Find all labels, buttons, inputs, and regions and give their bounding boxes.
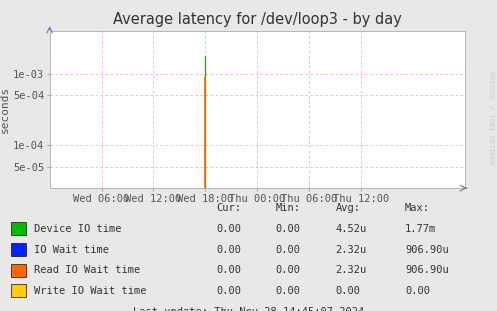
Text: Last update: Thu Nov 28 14:45:07 2024: Last update: Thu Nov 28 14:45:07 2024 xyxy=(133,307,364,311)
Text: 906.90u: 906.90u xyxy=(405,244,449,254)
Text: Min:: Min: xyxy=(276,203,301,213)
Text: 2.32u: 2.32u xyxy=(335,244,367,254)
Y-axis label: seconds: seconds xyxy=(0,86,10,133)
Text: Device IO time: Device IO time xyxy=(34,224,121,234)
Text: 0.00: 0.00 xyxy=(276,265,301,275)
Text: 0.00: 0.00 xyxy=(216,286,241,296)
Text: IO Wait time: IO Wait time xyxy=(34,244,109,254)
Text: 2.32u: 2.32u xyxy=(335,265,367,275)
Text: Read IO Wait time: Read IO Wait time xyxy=(34,265,140,275)
Text: 0.00: 0.00 xyxy=(276,244,301,254)
Title: Average latency for /dev/loop3 - by day: Average latency for /dev/loop3 - by day xyxy=(113,12,402,27)
Text: Cur:: Cur: xyxy=(216,203,241,213)
Text: 1.77m: 1.77m xyxy=(405,224,436,234)
Text: 0.00: 0.00 xyxy=(405,286,430,296)
Text: 906.90u: 906.90u xyxy=(405,265,449,275)
Text: 0.00: 0.00 xyxy=(276,286,301,296)
Text: Max:: Max: xyxy=(405,203,430,213)
Text: 0.00: 0.00 xyxy=(276,224,301,234)
Text: 0.00: 0.00 xyxy=(216,224,241,234)
Text: 0.00: 0.00 xyxy=(216,244,241,254)
Text: 0.00: 0.00 xyxy=(335,286,360,296)
Text: RRDTOOL / TOBI OETIKER: RRDTOOL / TOBI OETIKER xyxy=(488,72,494,165)
Text: 0.00: 0.00 xyxy=(216,265,241,275)
Text: Avg:: Avg: xyxy=(335,203,360,213)
Bar xyxy=(11,243,26,256)
Text: Write IO Wait time: Write IO Wait time xyxy=(34,286,146,296)
Bar xyxy=(11,264,26,277)
Bar xyxy=(11,222,26,235)
Bar xyxy=(11,284,26,297)
Text: 4.52u: 4.52u xyxy=(335,224,367,234)
